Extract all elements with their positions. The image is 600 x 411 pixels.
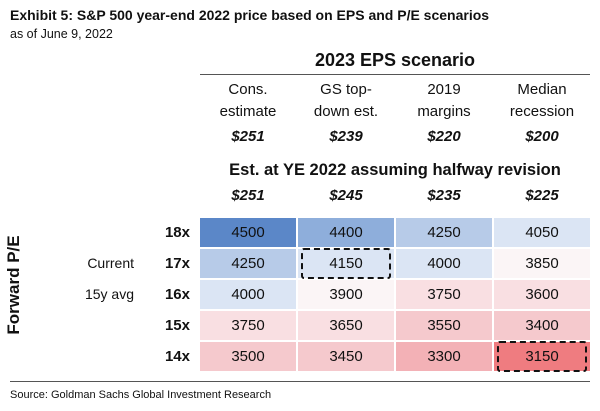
price-cell: 3650 [298,311,394,340]
highlight-box [301,248,391,279]
price-cell: 3750 [200,311,296,340]
pe-multiple-label: 18x [164,224,190,241]
price-cell: 4250 [396,218,492,247]
price-cell: 3550 [396,311,492,340]
highlight-box [497,341,587,372]
column-label-line1: Median [517,81,567,98]
eps-2023-value: $239 [329,128,363,145]
price-cell: 3500 [200,342,296,371]
pe-multiple-label: 14x [164,348,190,365]
eps-ye2022-value: $225 [525,187,559,204]
eps-ye2022-value: $245 [329,187,363,204]
price-cell: 3150 [494,342,590,371]
forward-pe-axis-text: Forward P/E [4,235,23,335]
column-label-line2: margins [417,103,471,120]
column-label-line1: 2019 [427,81,461,98]
eps-2023-value: $220 [427,128,461,145]
price-cell: 3900 [298,280,394,309]
column-label-line2: recession [509,103,575,120]
column-label-line2: down est. [313,103,379,120]
price-cell: 4000 [396,249,492,278]
price-cell: 4500 [200,218,296,247]
eps-ye2022-value: $251 [231,187,265,204]
price-cell: 4000 [200,280,296,309]
as-of-date: as of June 9, 2022 [10,27,113,41]
price-cell: 3750 [396,280,492,309]
price-cell: 4150 [298,249,394,278]
price-cell: 4400 [298,218,394,247]
source-note: Source: Goldman Sachs Global Investment … [10,389,272,401]
price-cell: 3600 [494,280,590,309]
revision-header: Est. at YE 2022 assuming halfway revisio… [229,161,561,179]
eps-2023-value: $200 [525,128,559,145]
eps-scenario-header: 2023 EPS scenario [314,50,476,70]
eps-ye2022-value: $235 [427,187,461,204]
pe-multiple-label: 16x [164,286,190,303]
column-label-line2: estimate [219,103,277,120]
price-cell: 4050 [494,218,590,247]
pe-multiple-label: 15x [164,317,190,334]
eps-2023-value: $251 [231,128,265,145]
price-cell: 3300 [396,342,492,371]
price-cell: 4250 [200,249,296,278]
price-cell: 3400 [494,311,590,340]
header-divider [200,74,590,75]
footer-divider [10,381,590,382]
row-note: Current [87,255,134,271]
pe-multiple-label: 17x [164,255,190,272]
column-label-line1: GS top- [320,81,372,98]
row-note: 15y avg [84,286,134,302]
exhibit-title: Exhibit 5: S&P 500 year-end 2022 price b… [10,7,490,23]
price-cell: 3850 [494,249,590,278]
price-cell: 3450 [298,342,394,371]
column-label-line1: Cons. [228,81,268,98]
